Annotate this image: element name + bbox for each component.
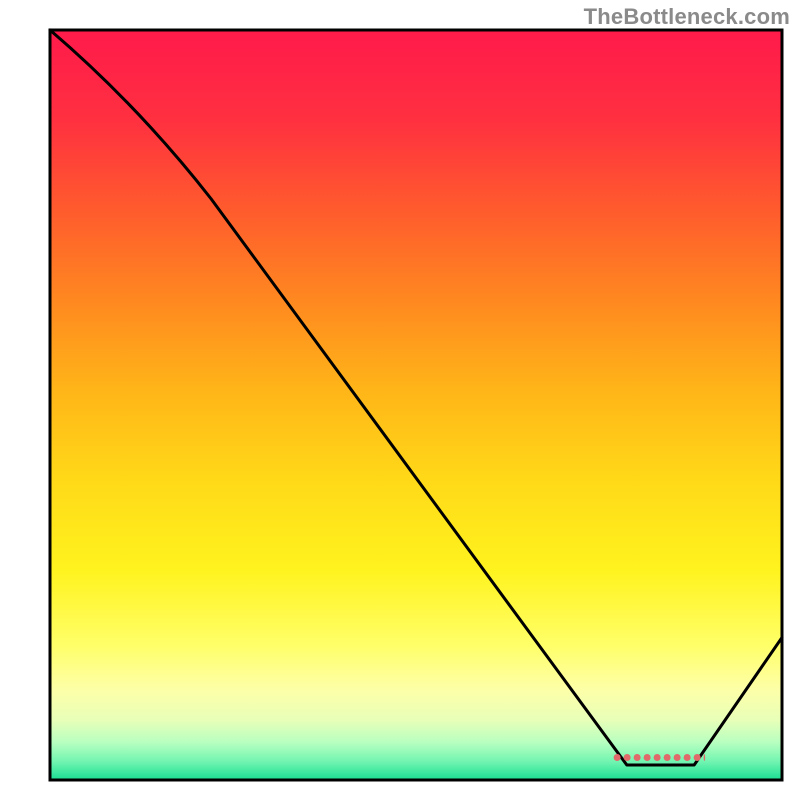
chart-container: TheBottleneck.com [0, 0, 800, 800]
watermark-text: TheBottleneck.com [584, 4, 790, 30]
gradient-background [50, 30, 782, 780]
bottleneck-chart [0, 0, 800, 800]
